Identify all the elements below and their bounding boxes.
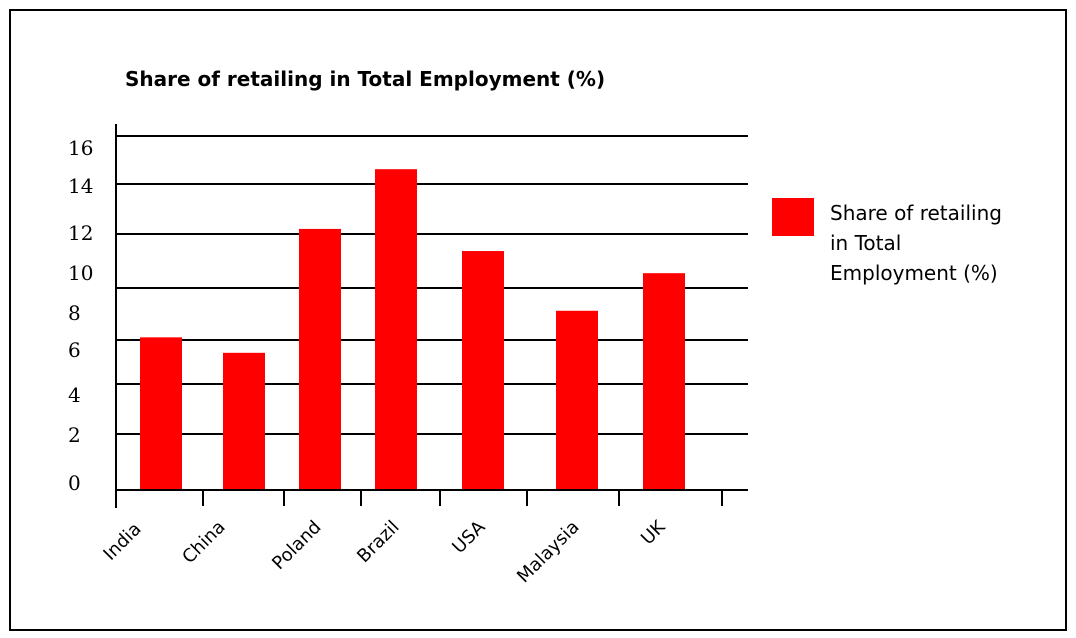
bars: [140, 169, 685, 491]
x-tick-label-india: India: [99, 519, 145, 565]
y-tick-label-4: 4: [68, 383, 81, 407]
chart-frame: [9, 9, 1067, 631]
y-tick-label-16: 16: [68, 136, 93, 160]
bar-uk: [643, 273, 685, 490]
y-tick-label-2: 2: [68, 423, 81, 447]
legend-label: Share of retailing in Total Employment (%): [830, 201, 1002, 285]
bar-china: [223, 352, 265, 490]
x-tick-label-malaysia: Malaysia: [513, 517, 583, 587]
bar-india: [140, 337, 182, 490]
legend-label-line-1: in Total: [830, 231, 901, 255]
y-tick-label-10: 10: [68, 261, 93, 285]
bar-brazil: [375, 169, 417, 490]
gridlines: [116, 135, 748, 435]
x-tick-label-uk: UK: [637, 516, 670, 549]
x-tick-label-usa: USA: [448, 516, 490, 558]
x-tick-labels: India China Poland Brazil USA Malaysia UK: [99, 516, 670, 587]
bar-poland: [299, 228, 341, 491]
x-tick-label-china: China: [178, 517, 229, 568]
y-tick-labels: 0 2 4 6 8 10 12 14 16: [68, 136, 93, 495]
y-tick-label-8: 8: [68, 301, 81, 325]
y-tick-label-12: 12: [68, 221, 93, 245]
legend: Share of retailing in Total Employment (%): [772, 198, 1002, 285]
y-tick-label-0: 0: [68, 471, 81, 495]
y-tick-label-6: 6: [68, 338, 81, 362]
chart-title: Share of retailing in Total Employment (…: [125, 67, 605, 91]
bar-usa: [462, 251, 504, 490]
legend-label-line-2: Employment (%): [830, 261, 998, 285]
x-tick-label-poland: Poland: [268, 517, 325, 574]
legend-swatch: [772, 198, 814, 236]
bar-malaysia: [556, 310, 598, 490]
y-tick-label-14: 14: [68, 174, 93, 198]
x-tick-label-brazil: Brazil: [353, 517, 403, 567]
legend-label-line-0: Share of retailing: [830, 201, 1002, 225]
axes: [115, 124, 748, 508]
